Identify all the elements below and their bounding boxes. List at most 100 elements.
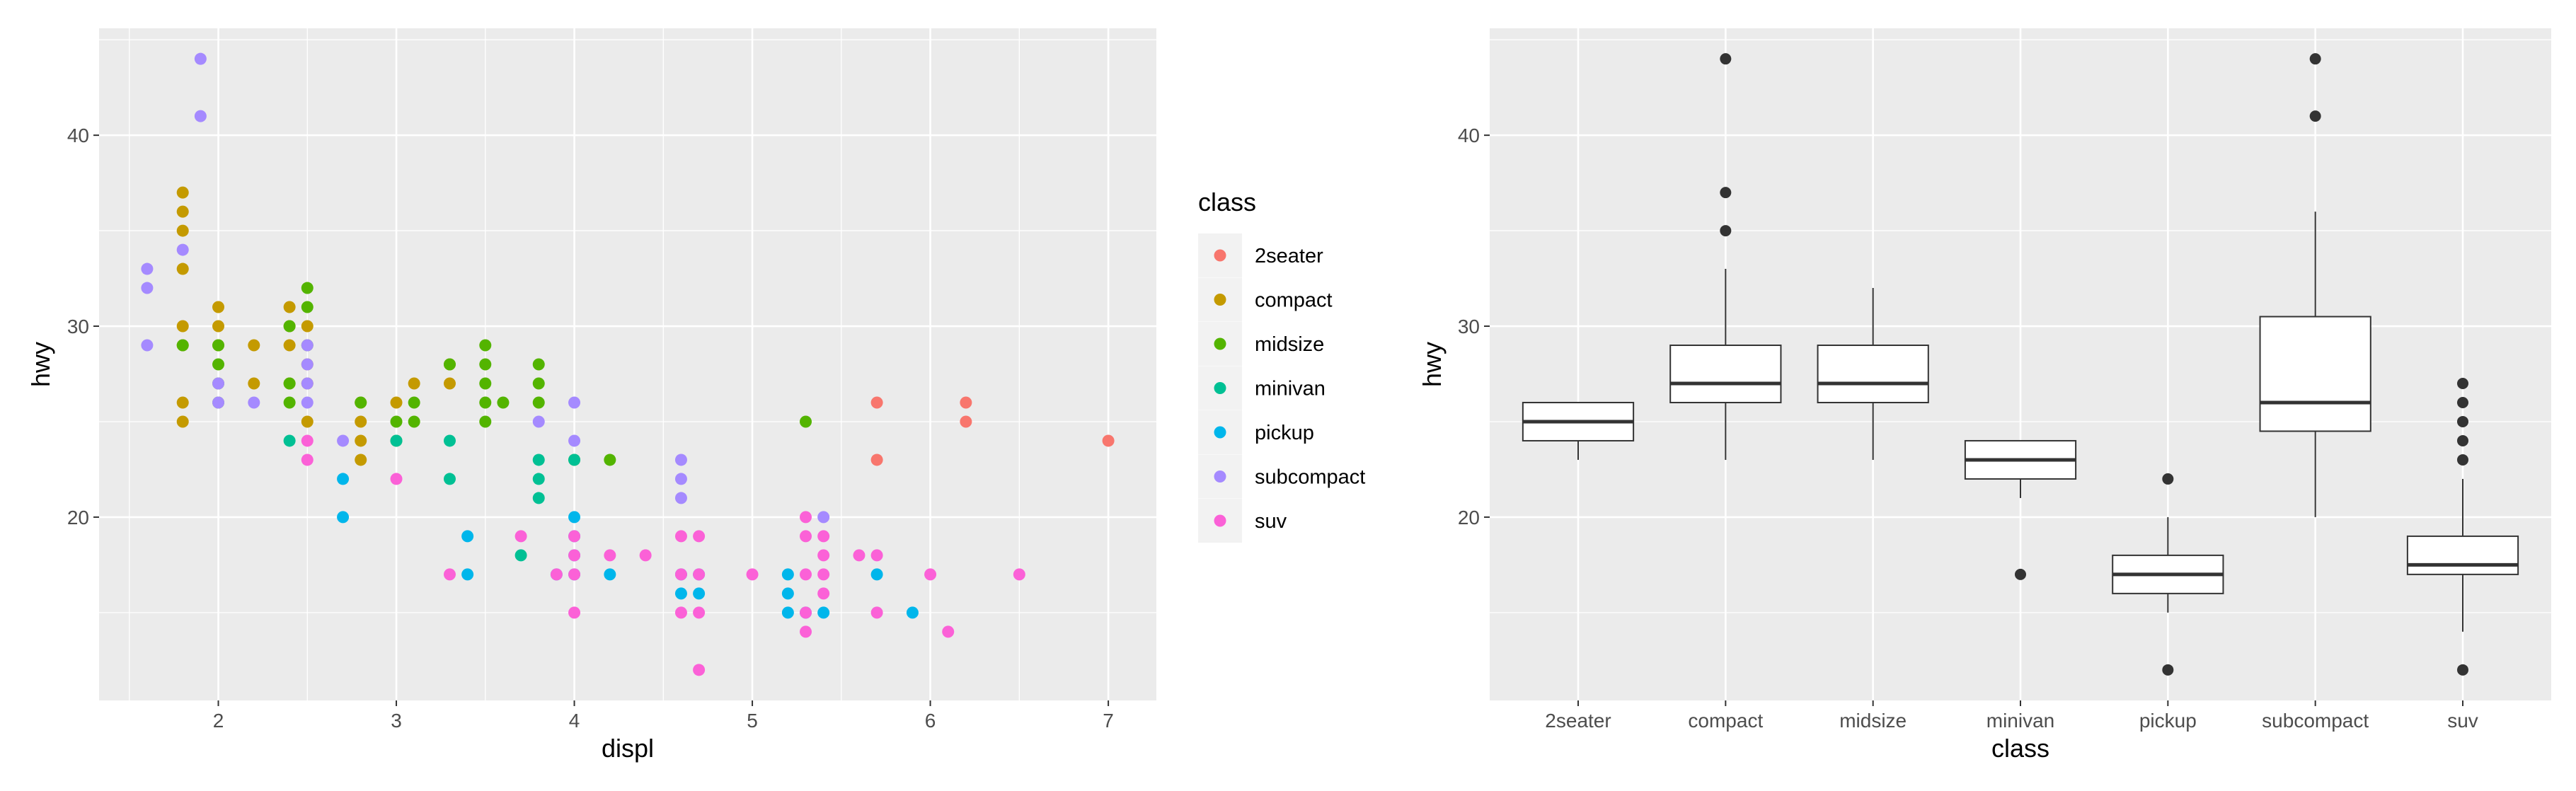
- box-body: [1817, 345, 1929, 403]
- scatter-point-subcompact: [176, 243, 189, 256]
- scatter-point-minivan: [443, 434, 456, 447]
- scatter-point-suv: [800, 568, 812, 581]
- scatter-point-midsize: [390, 415, 403, 428]
- scatter-point-compact: [301, 320, 314, 333]
- scatter-point-midsize: [497, 396, 510, 409]
- scatter-point-suv: [390, 473, 403, 485]
- scatter-point-subcompact: [568, 434, 581, 447]
- scatter-point-midsize: [443, 358, 456, 371]
- scatter-point-suv: [693, 568, 706, 581]
- scatter-point-subcompact: [817, 511, 830, 524]
- legend-label-2seater: 2seater: [1255, 245, 1323, 267]
- scatter-point-subcompact: [194, 52, 207, 65]
- scatter-point-subcompact: [212, 396, 225, 409]
- scatter-point-suv: [568, 549, 581, 562]
- scatter-point-compact: [408, 377, 420, 390]
- scatter-point-compact: [283, 301, 296, 313]
- scatter-point-compact: [355, 415, 367, 428]
- scatter-point-2seater: [960, 396, 972, 409]
- scatter-y-ticks: 20 30 40: [67, 125, 99, 529]
- scatter-point-compact: [443, 377, 456, 390]
- scatter-point-suv: [604, 549, 616, 562]
- scatter-point-midsize: [212, 339, 225, 352]
- scatter-point-suv: [800, 530, 812, 543]
- scatter-point-subcompact: [532, 415, 545, 428]
- box-midsize: [1817, 288, 1929, 460]
- scatter-point-suv: [924, 568, 937, 581]
- scatter-x-tick-label: 2: [213, 710, 224, 732]
- scatter-point-subcompact: [301, 339, 314, 352]
- legend-label-pickup: pickup: [1255, 422, 1314, 444]
- scatter-panel-background: [99, 28, 1156, 700]
- scatter-point-suv: [301, 434, 314, 447]
- scatter-point-compact: [301, 415, 314, 428]
- scatter-point-suv: [817, 587, 830, 600]
- scatter-point-subcompact: [301, 358, 314, 371]
- box-minivan: [1964, 439, 2077, 580]
- box-x-tick-label: compact: [1688, 710, 1763, 732]
- scatter-point-pickup: [568, 511, 581, 524]
- scatter-point-suv: [870, 606, 883, 619]
- scatter-point-compact: [176, 262, 189, 275]
- scatter-point-subcompact: [194, 110, 207, 122]
- legend-label-suv: suv: [1255, 510, 1287, 533]
- scatter-point-midsize: [532, 358, 545, 371]
- scatter-point-subcompact: [141, 262, 154, 275]
- legend-label-minivan: minivan: [1255, 378, 1326, 400]
- scatter-point-compact: [212, 301, 225, 313]
- box-x-tick-label: pickup: [2139, 710, 2197, 732]
- scatter-point-2seater: [960, 415, 972, 428]
- scatter-point-suv: [853, 549, 866, 562]
- scatter-point-midsize: [408, 396, 420, 409]
- scatter-point-midsize: [479, 358, 492, 371]
- scatter-point-suv: [639, 549, 652, 562]
- legend-key-midsize: [1214, 337, 1226, 350]
- scatter-point-suv: [870, 549, 883, 562]
- legend-items: 2seater compact midsize minivan pickup subcom…: [1198, 233, 1365, 543]
- box-plot: 2seater compact midsize minivan pickup subcom…: [1418, 28, 2551, 763]
- scatter-point-midsize: [532, 396, 545, 409]
- box-x-tick-label: suv: [2447, 710, 2478, 732]
- scatter-point-midsize: [479, 377, 492, 390]
- scatter-x-ticks: 2 3 4 5 6 7: [213, 700, 1114, 732]
- scatter-x-tick-label: 5: [747, 710, 758, 732]
- box-outlier-point: [1720, 53, 1732, 65]
- scatter-point-minivan: [532, 492, 545, 504]
- scatter-point-minivan: [390, 434, 403, 447]
- scatter-point-subcompact: [337, 434, 350, 447]
- scatter-point-compact: [176, 186, 189, 199]
- box-outlier-point: [2457, 664, 2468, 676]
- scatter-point-midsize: [408, 415, 420, 428]
- scatter-point-compact: [390, 396, 403, 409]
- box-outlier-point: [1720, 225, 1732, 237]
- box-2seater: [1522, 401, 1635, 460]
- scatter-points: [141, 52, 1115, 676]
- scatter-point-suv: [817, 568, 830, 581]
- box-outlier-point: [2309, 110, 2321, 122]
- scatter-point-pickup: [781, 606, 794, 619]
- box-suv: [2406, 377, 2519, 676]
- scatter-point-midsize: [301, 301, 314, 313]
- legend-key-2seater: [1214, 249, 1226, 262]
- scatter-point-pickup: [461, 530, 474, 543]
- box-x-axis-title: class: [1991, 734, 2049, 763]
- boxes: [1522, 53, 2519, 676]
- scatter-point-pickup: [906, 606, 919, 619]
- legend-key-suv: [1214, 514, 1226, 527]
- scatter-point-compact: [176, 396, 189, 409]
- scatter-point-compact: [176, 224, 189, 237]
- scatter-point-compact: [355, 454, 367, 466]
- scatter-point-suv: [550, 568, 563, 581]
- box-body: [2259, 316, 2371, 432]
- scatter-point-suv: [746, 568, 759, 581]
- box-y-tick-label: 30: [1458, 316, 1480, 337]
- scatter-point-suv: [568, 568, 581, 581]
- box-outlier-point: [2457, 434, 2468, 446]
- scatter-x-tick-label: 3: [391, 710, 402, 732]
- scatter-point-suv: [693, 606, 706, 619]
- scatter-point-2seater: [870, 454, 883, 466]
- scatter-point-suv: [817, 549, 830, 562]
- box-outlier-point: [2162, 664, 2174, 676]
- scatter-x-tick-label: 4: [569, 710, 580, 732]
- scatter-point-subcompact: [674, 473, 687, 485]
